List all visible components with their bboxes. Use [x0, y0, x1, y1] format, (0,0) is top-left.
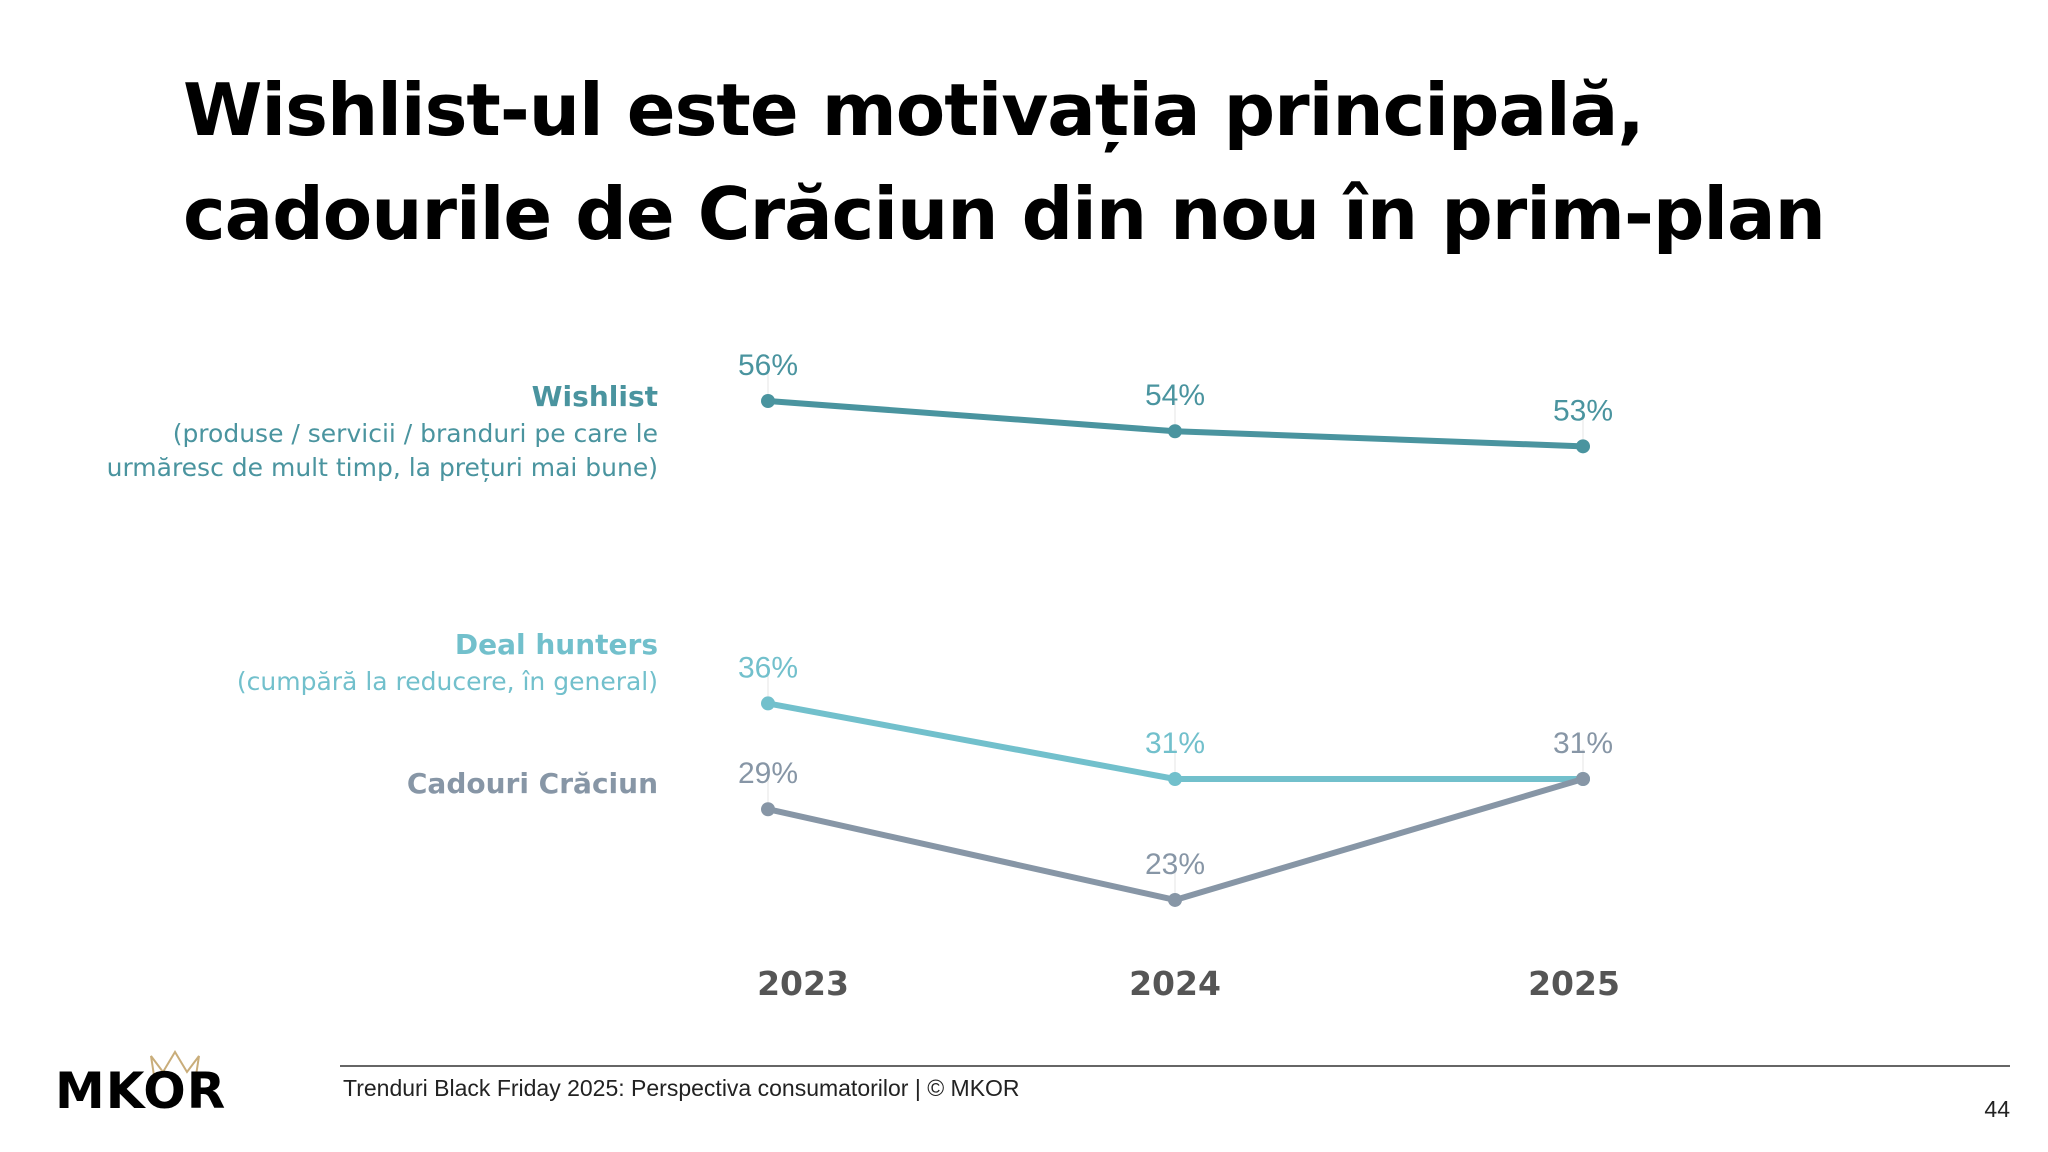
label-wishlist-sub-2: urmăresc de mult timp, la prețuri mai bu… [106, 453, 658, 482]
data-point [1168, 892, 1182, 907]
data-label: 56% [738, 349, 798, 382]
data-label: 23% [1145, 848, 1205, 881]
footer-divider [340, 1065, 2010, 1067]
data-label: 36% [738, 651, 798, 684]
label-cadouri-heading: Cadouri Crăciun [406, 767, 658, 800]
footer-text: Trenduri Black Friday 2025: Perspectiva … [343, 1075, 1020, 1101]
title-line-1: Wishlist-ul este motivația principală, [183, 68, 1645, 152]
title-line-2: cadourile de Crăciun din nou în prim-pla… [183, 172, 1826, 256]
label-cadouri: Cadouri Crăciun [407, 767, 658, 800]
data-point [761, 696, 775, 711]
label-wishlist-heading: Wishlist [531, 380, 658, 413]
slide-title: Wishlist-ul este motivația principală, c… [183, 58, 1826, 266]
data-label: 54% [1145, 379, 1205, 412]
label-wishlist: Wishlist (produse / servicii / branduri … [107, 380, 658, 485]
x-tick-label: 2025 [1528, 964, 1620, 1003]
data-label: 53% [1553, 394, 1613, 427]
data-point [761, 394, 775, 408]
crown-icon [150, 1050, 200, 1083]
x-tick-label: 2024 [1129, 964, 1221, 1003]
label-deal-hunters: Deal hunters (cumpără la reducere, în ge… [237, 628, 658, 699]
data-label: 29% [738, 757, 798, 790]
data-label: 31% [1553, 727, 1613, 760]
x-tick-label: 2023 [757, 964, 849, 1003]
label-wishlist-sub-1: (produse / servicii / branduri pe care l… [172, 419, 658, 448]
data-point [1576, 439, 1590, 454]
label-deal-sub: (cumpără la reducere, în general) [236, 667, 658, 696]
data-label: 31% [1145, 727, 1205, 760]
logo-text: MKOR [55, 1062, 227, 1120]
data-point [1168, 424, 1182, 439]
label-deal-heading: Deal hunters [454, 628, 658, 661]
data-point [1576, 772, 1590, 786]
page-number: 44 [1984, 1096, 2010, 1122]
data-point [761, 802, 775, 817]
data-point [1168, 772, 1182, 786]
